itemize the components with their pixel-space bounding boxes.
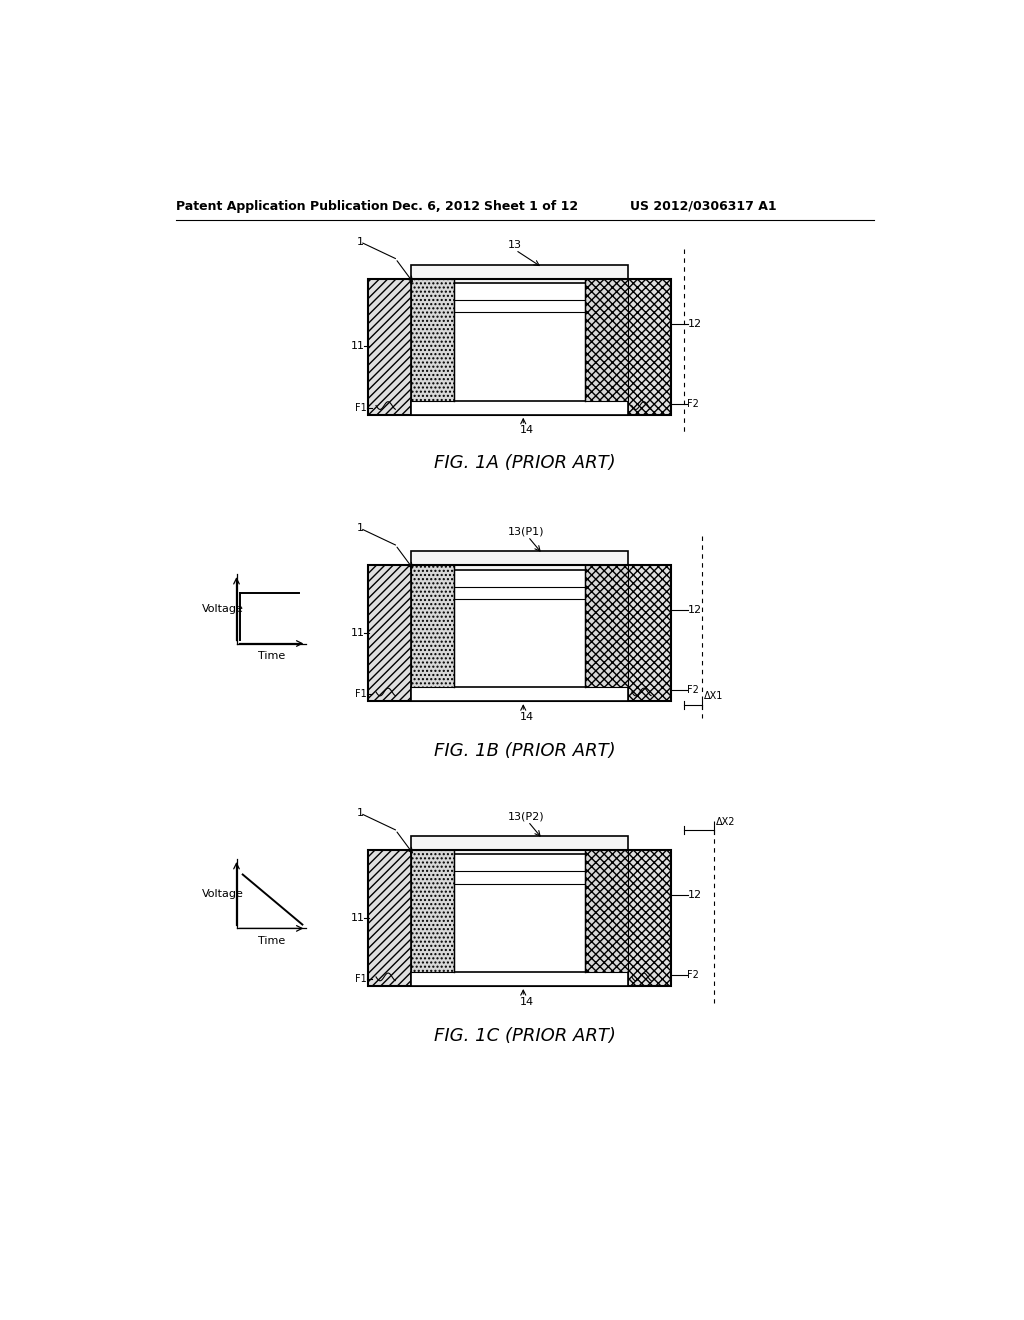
Text: 12: 12 — [687, 606, 701, 615]
Text: 13(P1): 13(P1) — [508, 527, 544, 537]
Text: ΔX1: ΔX1 — [703, 690, 723, 701]
Bar — [586, 565, 628, 688]
Bar — [369, 279, 671, 414]
Bar — [411, 688, 628, 701]
Bar — [628, 279, 671, 414]
Bar — [628, 850, 671, 986]
Bar — [628, 565, 671, 701]
Text: F2: F2 — [687, 685, 698, 696]
Text: F2: F2 — [687, 399, 698, 409]
Text: US 2012/0306317 A1: US 2012/0306317 A1 — [630, 199, 777, 213]
Text: F1: F1 — [355, 689, 367, 700]
Text: 12: 12 — [687, 890, 701, 900]
Text: Time: Time — [258, 651, 285, 661]
Bar — [411, 279, 454, 401]
Bar — [411, 973, 628, 986]
Text: 12: 12 — [687, 319, 701, 329]
Bar — [369, 565, 671, 701]
Text: 11: 11 — [350, 342, 365, 351]
Text: 13(P2): 13(P2) — [508, 812, 545, 822]
Text: 11: 11 — [350, 912, 365, 923]
Text: Patent Application Publication: Patent Application Publication — [176, 199, 388, 213]
Text: Dec. 6, 2012: Dec. 6, 2012 — [391, 199, 479, 213]
Bar — [411, 552, 628, 570]
Text: 13: 13 — [508, 240, 522, 251]
Text: 1: 1 — [356, 523, 364, 533]
Bar — [586, 850, 628, 973]
Bar — [411, 850, 454, 973]
Bar — [454, 300, 586, 313]
Bar — [369, 565, 411, 701]
Text: FIG. 1C (PRIOR ART): FIG. 1C (PRIOR ART) — [434, 1027, 615, 1045]
Bar — [369, 279, 411, 414]
Text: F1: F1 — [355, 974, 367, 985]
Text: 14: 14 — [519, 711, 534, 722]
Text: 14: 14 — [519, 997, 534, 1007]
Bar — [586, 279, 628, 401]
Text: 11: 11 — [350, 628, 365, 638]
Bar — [454, 871, 586, 884]
Text: Sheet 1 of 12: Sheet 1 of 12 — [484, 199, 579, 213]
Text: 1: 1 — [356, 808, 364, 818]
Text: ΔX2: ΔX2 — [716, 817, 735, 828]
Text: FIG. 1A (PRIOR ART): FIG. 1A (PRIOR ART) — [434, 454, 615, 471]
Text: 14: 14 — [519, 425, 534, 436]
Text: 1: 1 — [356, 236, 364, 247]
Text: Time: Time — [258, 936, 285, 945]
Bar — [369, 850, 411, 986]
Bar — [369, 850, 671, 986]
Text: Voltage: Voltage — [202, 603, 244, 614]
Bar — [454, 586, 586, 599]
Bar — [411, 565, 454, 688]
Bar — [411, 264, 628, 284]
Text: Voltage: Voltage — [202, 888, 244, 899]
Bar — [411, 401, 628, 414]
Text: F2: F2 — [687, 970, 698, 981]
Bar — [411, 836, 628, 854]
Text: F1: F1 — [355, 403, 367, 413]
Text: FIG. 1B (PRIOR ART): FIG. 1B (PRIOR ART) — [434, 742, 615, 760]
